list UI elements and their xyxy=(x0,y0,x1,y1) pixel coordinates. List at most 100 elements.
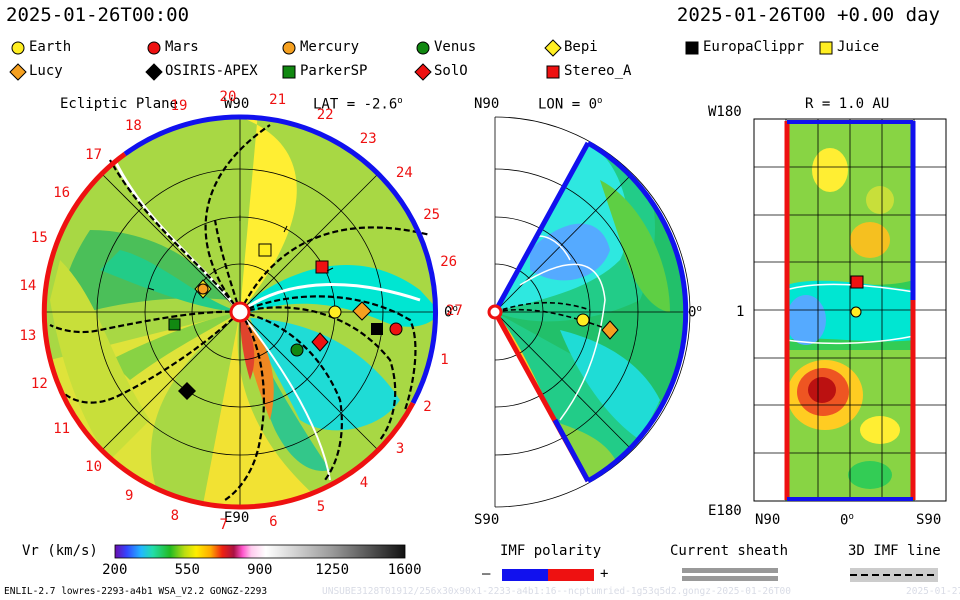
footer-run-id: UNSUBE3128T01912/256x30x90x1-2233-a4b1:1… xyxy=(322,586,791,597)
legend-marker-venus xyxy=(416,41,430,55)
ecliptic-bottom-label: E90 xyxy=(224,510,250,526)
stereo-a-marker xyxy=(315,260,329,274)
rotation-label-20: 20 xyxy=(219,89,237,106)
rotation-label-4: 4 xyxy=(359,474,369,491)
legend-marker-bepi xyxy=(544,39,562,57)
mercury-marker xyxy=(197,283,209,295)
rotation-label-5: 5 xyxy=(316,499,326,516)
ecliptic-plane-panel xyxy=(41,114,439,510)
rotation-label-13: 13 xyxy=(19,327,37,344)
colorbar-tick-900: 900 xyxy=(247,562,273,578)
ecliptic-rim-positive xyxy=(41,151,241,510)
parkersp-marker xyxy=(168,318,181,331)
mars-marker xyxy=(389,322,403,336)
legend-label-stereo-a: Stereo_A xyxy=(564,63,632,79)
ecliptic-top-label: W90 xyxy=(224,96,250,112)
rotation-label-23: 23 xyxy=(359,131,377,148)
timestamp-label: 2025-01-26T00:00 xyxy=(6,4,190,26)
meridional-earth-marker xyxy=(576,313,590,327)
rotation-label-15: 15 xyxy=(30,229,48,246)
imf-polarity-negative-swatch xyxy=(502,569,548,581)
legend-marker-juice xyxy=(819,41,833,55)
meridional-rim-edge-north xyxy=(492,141,591,314)
latlon-earth-marker xyxy=(850,306,862,318)
colorbar-tick-1250: 1250 xyxy=(315,562,350,578)
legend-label-mercury: Mercury xyxy=(300,39,360,55)
legend-marker-solo xyxy=(414,63,432,81)
rotation-label-14: 14 xyxy=(19,278,37,295)
imf-plus-label: + xyxy=(600,566,609,582)
latlon-map-panel xyxy=(753,118,947,502)
meridional-lucy-marker xyxy=(601,320,619,340)
ecliptic-rim-positive-south xyxy=(239,401,416,510)
legend-marker-mars xyxy=(147,41,161,55)
legend-label-europaclippr: EuropaClippr xyxy=(703,39,805,55)
colorbar-tick-550: 550 xyxy=(174,562,200,578)
rotation-label-11: 11 xyxy=(53,420,71,437)
current-sheath-swatch xyxy=(682,568,778,581)
meridional-lon-label: LON = 0o xyxy=(538,96,603,113)
legend-label-lucy: Lucy xyxy=(29,63,63,79)
imf-polarity-title: IMF polarity xyxy=(500,543,602,559)
rotation-label-24: 24 xyxy=(395,165,413,182)
latlon-stereo-a-marker xyxy=(850,275,864,289)
latlon-bottom-label: E180 xyxy=(708,503,742,519)
imf-line-title: 3D IMF line xyxy=(848,543,941,559)
velocity-colorbar xyxy=(114,544,406,559)
footer-model-info: ENLIL-2.7 lowres-2293-a4b1 WSA_V2.2 GONG… xyxy=(4,586,268,597)
meridional-bottom-label: S90 xyxy=(474,512,500,528)
meridional-current-sheath xyxy=(519,235,606,421)
legend-label-osiris-apex: OSIRIS-APEX xyxy=(165,63,258,79)
legend-label-mars: Mars xyxy=(165,39,199,55)
rotation-label-10: 10 xyxy=(85,458,102,475)
legend-label-parkersp: ParkerSP xyxy=(300,63,368,79)
meridional-rim-arc xyxy=(586,140,689,484)
legend-markers xyxy=(9,39,833,81)
meridional-sun-marker xyxy=(487,304,503,320)
ecliptic-ticks xyxy=(147,215,334,291)
ecliptic-lat-label: LAT = -2.6o xyxy=(313,96,403,113)
latlon-x-mid-label: 0o xyxy=(840,512,854,529)
venus-marker xyxy=(290,343,304,357)
rotation-label-17: 17 xyxy=(85,147,102,164)
rotation-label-16: 16 xyxy=(53,185,71,202)
ecliptic-title: Ecliptic Plane xyxy=(60,96,179,112)
latlon-x-left-label: N90 xyxy=(755,512,781,528)
legend-label-bepi: Bepi xyxy=(564,39,598,55)
meridional-top-label: N90 xyxy=(474,96,500,112)
rotation-label-27: 27 xyxy=(446,303,463,319)
meridional-right-label: 0o xyxy=(688,304,702,321)
rotation-label-7: 7 xyxy=(219,516,228,533)
ecliptic-rim-negative-north xyxy=(123,114,241,157)
rotation-label-19: 19 xyxy=(170,97,188,114)
meridional-plane-panel xyxy=(487,116,691,508)
solo-marker xyxy=(311,332,329,352)
legend-marker-lucy xyxy=(9,63,27,81)
latlon-top-label: W180 xyxy=(708,104,742,120)
rotation-label-3: 3 xyxy=(395,440,405,457)
juice-marker xyxy=(258,243,272,257)
rotation-label-22: 22 xyxy=(316,106,334,123)
rotation-label-6: 6 xyxy=(269,513,278,530)
legend-marker-stereo-a xyxy=(546,65,560,79)
current-sheath-title: Current sheath xyxy=(670,543,789,559)
relative-time-label: 2025-01-26T00 +0.00 day xyxy=(676,4,940,26)
colorbar-tick-200: 200 xyxy=(102,562,128,578)
rotation-label-18: 18 xyxy=(125,117,142,134)
ecliptic-right-label: 0o xyxy=(444,304,458,321)
legend-marker-osiris-apex xyxy=(145,63,163,81)
ecliptic-imf-lines xyxy=(49,124,431,501)
imf-polarity-positive-swatch xyxy=(548,569,594,581)
legend-marker-parkersp xyxy=(282,65,296,79)
rotation-label-21: 21 xyxy=(269,92,287,109)
legend-marker-europaclippr xyxy=(685,41,699,55)
legend-label-earth: Earth xyxy=(29,39,72,55)
rotation-label-8: 8 xyxy=(170,508,180,524)
legend-label-juice: Juice xyxy=(837,39,880,55)
earth-marker xyxy=(328,305,342,319)
colorbar-title: Vr (km/s) xyxy=(22,543,98,559)
legend-label-venus: Venus xyxy=(434,39,477,55)
rotation-label-26: 26 xyxy=(440,253,458,270)
latlon-radius-label: R = 1.0 AU xyxy=(805,96,890,112)
